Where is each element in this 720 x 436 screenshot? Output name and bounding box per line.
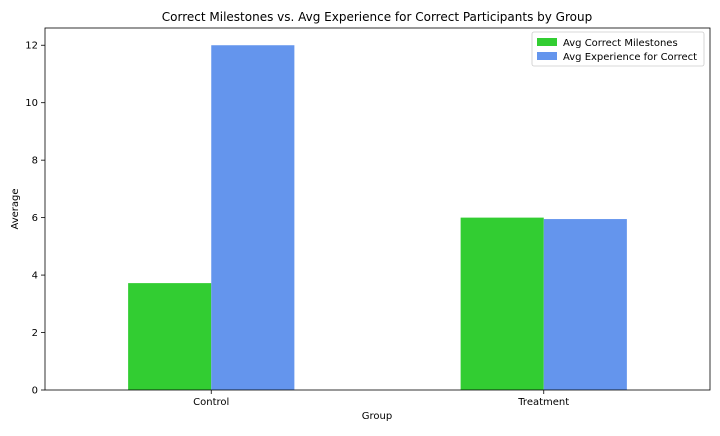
y-tick-label: 2	[32, 328, 38, 339]
y-tick-label: 10	[25, 98, 38, 109]
y-tick-label: 6	[32, 213, 38, 224]
bar-treatment-series-2	[543, 219, 627, 390]
y-tick-label: 0	[32, 386, 38, 397]
bar-treatment-series-1	[460, 217, 544, 390]
bars-layer	[128, 45, 627, 390]
legend-label-1: Avg Correct Milestones	[563, 38, 678, 49]
bar-control-series-2	[211, 45, 295, 390]
x-tick-label: Control	[193, 397, 229, 408]
bar-control-series-1	[128, 283, 212, 390]
legend-label-2: Avg Experience for Correct	[563, 52, 697, 63]
chart-title: Correct Milestones vs. Avg Experience fo…	[162, 10, 592, 24]
legend-box	[531, 31, 705, 67]
axes-layer: 0 2 4 6 8 10 12 Control Treatment	[25, 27, 711, 408]
legend-swatch-2	[537, 52, 557, 60]
y-tick-label: 8	[32, 156, 38, 167]
legend-swatch-1	[537, 38, 557, 46]
x-axis-label: Group	[362, 411, 392, 422]
plot-frame	[44, 27, 711, 391]
y-tick-label: 12	[25, 41, 38, 52]
x-tick-label: Treatment	[517, 397, 569, 408]
legend: Avg Correct Milestones Avg Experience for…	[531, 31, 705, 67]
y-tick-label: 4	[32, 271, 38, 282]
y-axis-label: Average	[10, 188, 21, 229]
